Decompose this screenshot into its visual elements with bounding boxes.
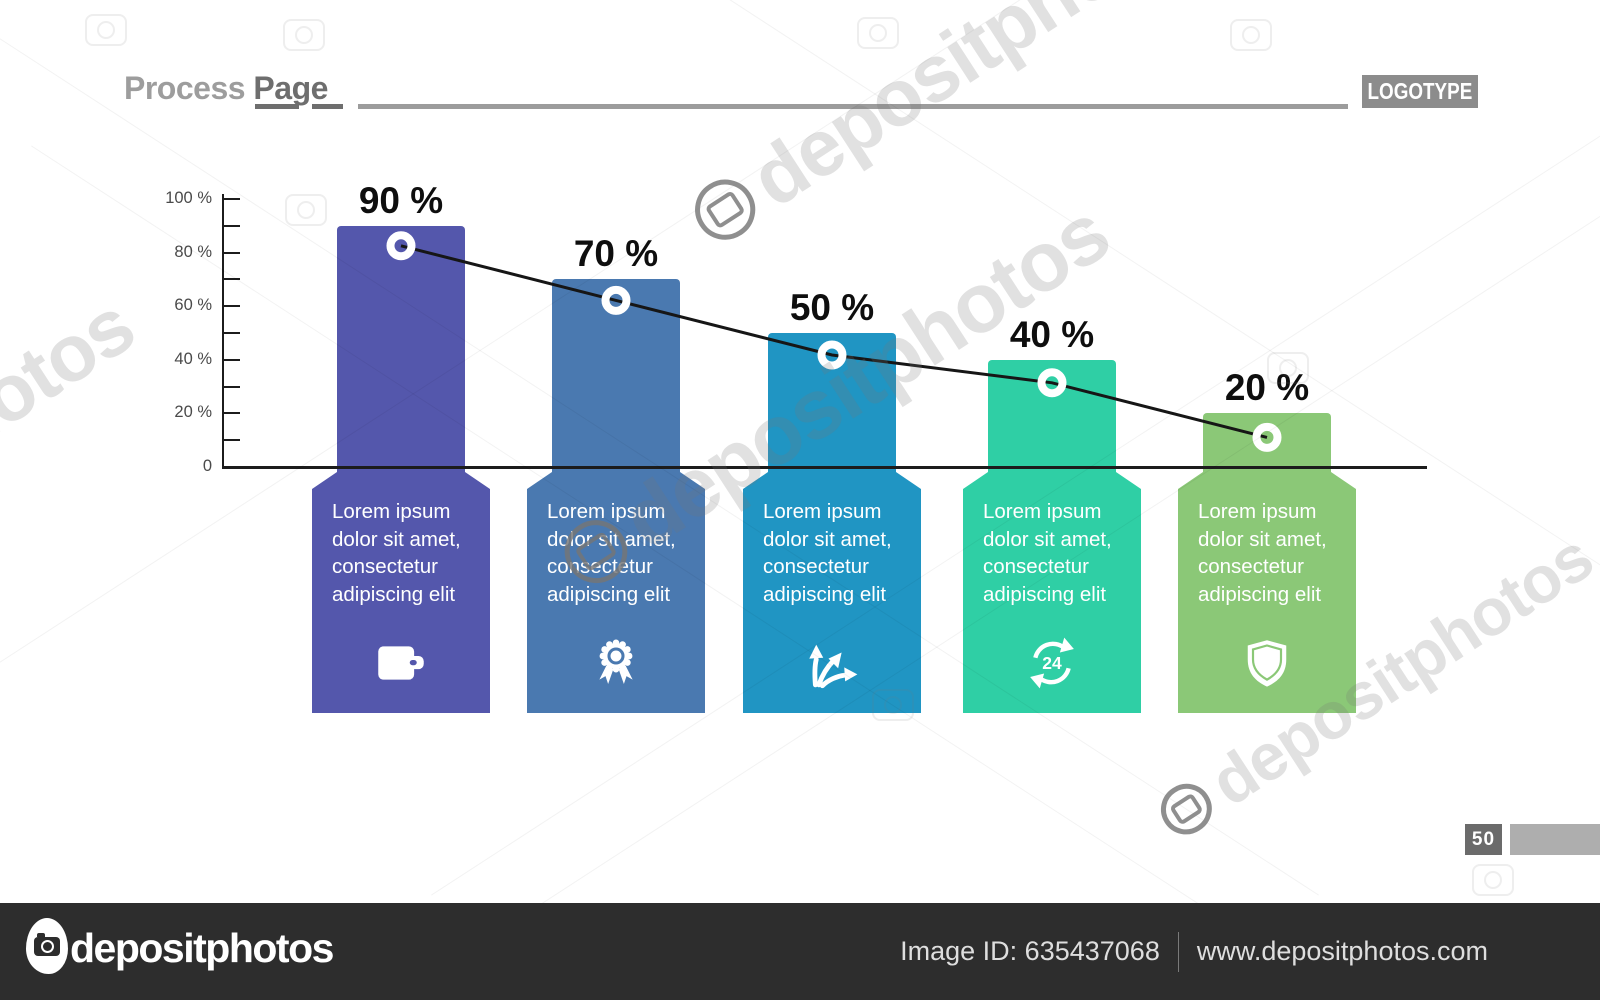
title-underline-segment bbox=[255, 104, 299, 109]
page-number-bar bbox=[1510, 824, 1600, 855]
branching-arrows-icon bbox=[804, 635, 860, 691]
header-rule bbox=[358, 104, 1348, 109]
y-axis-tick bbox=[222, 439, 240, 442]
page-title-dark: Page bbox=[253, 70, 328, 106]
footer-info: Image ID: 635437068 www.depositphotos.co… bbox=[900, 903, 1488, 1000]
card-text: Lorem ipsum dolor sit amet, consectetur … bbox=[332, 500, 461, 606]
y-axis-label: 60 % bbox=[174, 296, 212, 315]
bar bbox=[988, 359, 1116, 468]
page-title: Process Page bbox=[124, 70, 328, 107]
process-card: Lorem ipsum dolor sit amet, consectetur … bbox=[1178, 468, 1356, 713]
card-text: Lorem ipsum dolor sit amet, consectetur … bbox=[983, 500, 1112, 606]
process-card: Lorem ipsum dolor sit amet, consectetur … bbox=[312, 468, 490, 713]
page-number-badge: 50 bbox=[1465, 824, 1502, 855]
bar bbox=[768, 333, 896, 468]
y-axis-line bbox=[222, 194, 224, 467]
card-text: Lorem ipsum dolor sit amet, consectetur … bbox=[547, 500, 676, 606]
logotype-badge: LOGOTYPE bbox=[1362, 75, 1478, 108]
depositphotos-logo-text: depositphotos bbox=[70, 925, 334, 971]
y-axis-tick bbox=[222, 251, 240, 254]
card-text: Lorem ipsum dolor sit amet, consectetur … bbox=[1198, 500, 1327, 606]
logotype-text: LOGOTYPE bbox=[1367, 78, 1473, 104]
svg-text:24: 24 bbox=[1042, 653, 1062, 673]
24-hours-icon: 24 bbox=[1024, 635, 1080, 691]
process-card: Lorem ipsum dolor sit amet, consectetur … bbox=[963, 468, 1141, 713]
title-underline-segment bbox=[312, 104, 343, 109]
y-axis-tick bbox=[222, 305, 240, 308]
y-axis-label: 20 % bbox=[174, 403, 212, 422]
page-number: 50 bbox=[1471, 828, 1496, 850]
bar bbox=[1203, 413, 1331, 468]
bar-value-label: 40 % bbox=[1009, 313, 1095, 355]
y-axis-tick bbox=[222, 385, 240, 388]
depositphotos-logo-icon bbox=[26, 918, 68, 974]
y-axis-tick bbox=[222, 412, 240, 415]
page-title-light: Process bbox=[124, 70, 246, 106]
y-axis-tick bbox=[222, 198, 240, 200]
shield-icon bbox=[1239, 635, 1295, 691]
watermark-bottom-bar: depositphotos Image ID: 635437068 www.de… bbox=[0, 903, 1600, 1000]
y-axis-label: 0 bbox=[202, 457, 212, 475]
process-card: Lorem ipsum dolor sit amet, consectetur … bbox=[527, 468, 705, 713]
y-axis-label: 40 % bbox=[174, 349, 212, 368]
image-id-text: Image ID: 635437068 bbox=[900, 936, 1160, 966]
footer-divider bbox=[1177, 931, 1179, 972]
bar-value-label: 70 % bbox=[573, 233, 659, 275]
bar-value-label: 50 % bbox=[789, 287, 875, 328]
camera-icon bbox=[34, 932, 60, 956]
wallet-icon bbox=[373, 635, 429, 691]
y-axis-label: 100 % bbox=[165, 189, 212, 207]
website-text: www.depositphotos.com bbox=[1196, 936, 1488, 966]
bar bbox=[552, 279, 680, 468]
y-axis-tick bbox=[222, 358, 240, 361]
bar bbox=[337, 225, 465, 468]
x-axis-line bbox=[222, 466, 1427, 469]
card-text: Lorem ipsum dolor sit amet, consectetur … bbox=[763, 500, 892, 606]
y-axis-tick bbox=[222, 278, 240, 281]
y-axis-label: 80 % bbox=[174, 242, 212, 261]
award-icon bbox=[588, 635, 644, 691]
bar-value-label: 90 % bbox=[358, 179, 444, 221]
bar-value-label: 20 % bbox=[1224, 367, 1310, 409]
process-card: Lorem ipsum dolor sit amet, consectetur … bbox=[743, 468, 921, 713]
y-axis-tick bbox=[222, 332, 240, 334]
y-axis-tick bbox=[222, 224, 240, 227]
